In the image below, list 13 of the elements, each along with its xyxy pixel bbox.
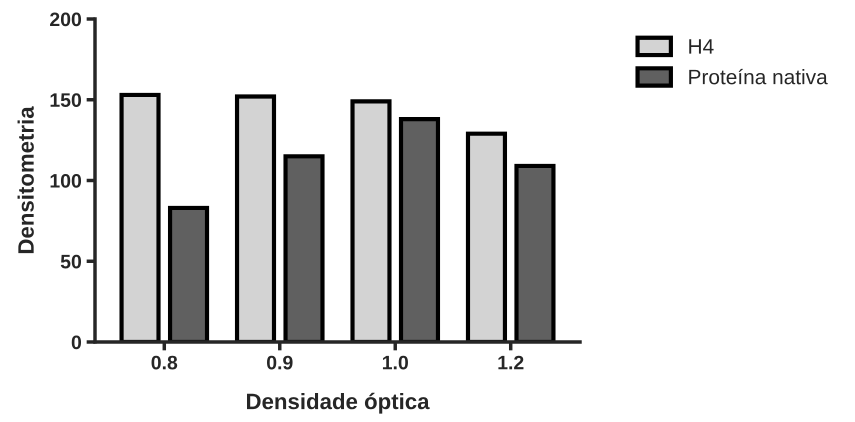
x-tick-label: 0.9: [267, 356, 293, 370]
x-axis-title: Densidade óptica: [246, 392, 430, 414]
y-axis-title: Densitometria: [18, 106, 34, 254]
y-tick-label: 0: [72, 335, 82, 350]
y-tick-label: 200: [50, 12, 82, 26]
x-tick-label: 0.8: [152, 356, 178, 370]
x-tick-label: 1.0: [382, 356, 408, 370]
y-tick-label: 150: [50, 93, 82, 107]
y-tick-label: 50: [60, 254, 82, 268]
legend-label: H4: [689, 39, 714, 54]
x-tick-label: 1.2: [498, 356, 524, 370]
y-tick-label: 100: [50, 174, 82, 188]
legend-label: Proteína nativa: [689, 68, 828, 84]
